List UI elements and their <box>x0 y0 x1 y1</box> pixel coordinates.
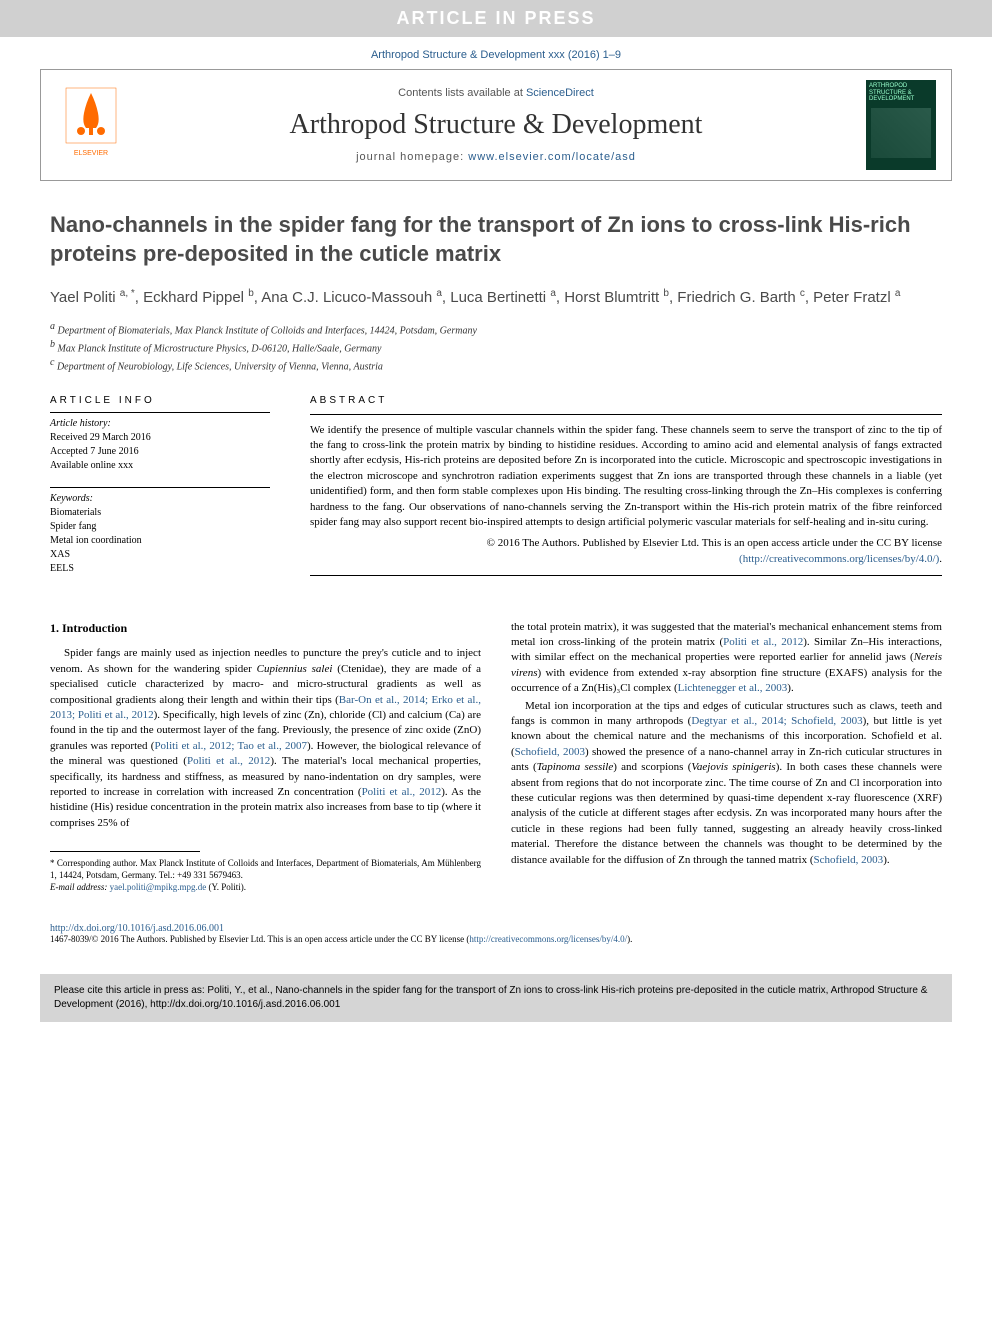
keyword: Spider fang <box>50 520 270 534</box>
citation-link[interactable]: Schofield, 2003 <box>515 746 585 758</box>
citation-header: Arthropod Structure & Development xxx (2… <box>0 37 992 69</box>
sciencedirect-link[interactable]: ScienceDirect <box>526 87 594 99</box>
affiliations: a Department of Biomaterials, Max Planck… <box>50 320 942 375</box>
license-link[interactable]: (http://creativecommons.org/licenses/by/… <box>739 553 939 565</box>
citation-box: Please cite this article in press as: Po… <box>40 974 952 1022</box>
citation-link[interactable]: Politi et al., 2012 <box>723 636 803 648</box>
journal-cover-thumbnail: ARTHROPOD STRUCTURE & DEVELOPMENT <box>866 80 936 170</box>
keyword: Metal ion coordination <box>50 534 270 548</box>
footer-license-link[interactable]: http://creativecommons.org/licenses/by/4… <box>469 934 627 944</box>
citation-link[interactable]: Degtyar et al., 2014; Schofield, 2003 <box>691 715 862 727</box>
abstract-text: We identify the presence of multiple vas… <box>310 423 942 531</box>
intro-paragraph-2: the total protein matrix), it was sugges… <box>511 620 942 697</box>
citation-link[interactable]: Schofield, 2003 <box>814 854 884 866</box>
svg-text:ELSEVIER: ELSEVIER <box>74 150 108 157</box>
journal-header-box: ELSEVIER Contents lists available at Sci… <box>40 69 952 181</box>
keyword: Biomaterials <box>50 506 270 520</box>
doi-link[interactable]: http://dx.doi.org/10.1016/j.asd.2016.06.… <box>50 923 224 934</box>
intro-paragraph-3: Metal ion incorporation at the tips and … <box>511 699 942 868</box>
corresponding-author-footnote: * Corresponding author. Max Planck Insti… <box>50 858 481 893</box>
abstract-column: ABSTRACT We identify the presence of mul… <box>310 395 942 590</box>
journal-name: Arthropod Structure & Development <box>141 109 851 141</box>
citation-link[interactable]: Politi et al., 2012 <box>362 786 442 798</box>
citation-link[interactable]: Politi et al., 2012 <box>187 755 270 767</box>
citation-link[interactable]: Lichtenegger et al., 2003 <box>678 682 788 694</box>
header-center: Contents lists available at ScienceDirec… <box>141 87 851 163</box>
contents-list-line: Contents lists available at ScienceDirec… <box>141 87 851 99</box>
body-columns: 1. Introduction Spider fangs are mainly … <box>50 620 942 894</box>
keyword: XAS <box>50 548 270 562</box>
keyword: EELS <box>50 562 270 576</box>
intro-paragraph-1: Spider fangs are mainly used as injectio… <box>50 646 481 831</box>
left-column: 1. Introduction Spider fangs are mainly … <box>50 620 481 894</box>
abstract-heading: ABSTRACT <box>310 395 942 406</box>
author-list: Yael Politi a, *, Eckhard Pippel b, Ana … <box>50 286 942 310</box>
right-column: the total protein matrix), it was sugges… <box>511 620 942 894</box>
issn-line: 1467-8039/© 2016 The Authors. Published … <box>50 934 942 946</box>
homepage-link[interactable]: www.elsevier.com/locate/asd <box>468 151 636 163</box>
elsevier-logo: ELSEVIER <box>56 83 126 168</box>
introduction-heading: 1. Introduction <box>50 620 481 637</box>
article-in-press-banner: ARTICLE IN PRESS <box>0 0 992 37</box>
article-info-heading: ARTICLE INFO <box>50 395 270 406</box>
citation-link[interactable]: Politi et al., 2012; Tao et al., 2007 <box>154 740 307 752</box>
page-footer: http://dx.doi.org/10.1016/j.asd.2016.06.… <box>0 913 992 966</box>
article-title: Nano-channels in the spider fang for the… <box>50 211 942 268</box>
homepage-line: journal homepage: www.elsevier.com/locat… <box>141 151 851 163</box>
article-info-column: ARTICLE INFO Article history: Received 2… <box>50 395 270 590</box>
abstract-copyright: © 2016 The Authors. Published by Elsevie… <box>310 536 942 567</box>
email-link[interactable]: yael.politi@mpikg.mpg.de <box>110 882 207 892</box>
